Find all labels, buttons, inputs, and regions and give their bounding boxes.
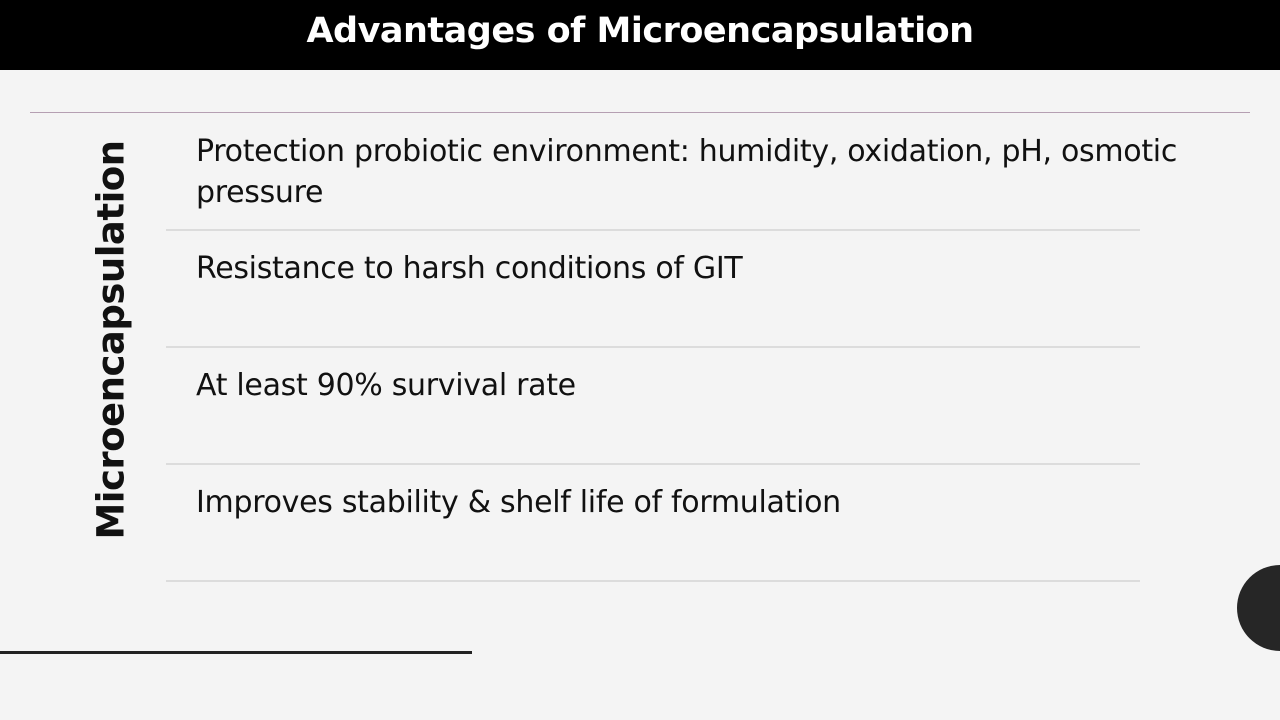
top-divider xyxy=(30,112,1250,113)
list-item-text: Protection probiotic environment: humidi… xyxy=(196,134,1178,210)
bottom-accent-line xyxy=(0,651,472,654)
list-item: Improves stability & shelf life of formu… xyxy=(166,465,1266,582)
item-divider xyxy=(166,580,1140,582)
title-bar: Advantages of Microencapsulation xyxy=(0,0,1280,70)
list-item-text: At least 90% survival rate xyxy=(196,368,576,403)
list-item-text: Improves stability & shelf life of formu… xyxy=(196,485,841,520)
item-divider xyxy=(166,346,1140,348)
list-item: Protection probiotic environment: humidi… xyxy=(166,114,1266,231)
item-divider xyxy=(166,463,1140,465)
list-item-text: Resistance to harsh conditions of GIT xyxy=(196,251,743,286)
item-divider xyxy=(166,229,1140,231)
list-item: At least 90% survival rate xyxy=(166,348,1266,465)
list-item: Resistance to harsh conditions of GIT xyxy=(166,231,1266,348)
slide-title: Advantages of Microencapsulation xyxy=(306,11,974,51)
side-label-container: Microencapsulation xyxy=(61,140,161,539)
advantages-list: Protection probiotic environment: humidi… xyxy=(166,114,1266,582)
side-label: Microencapsulation xyxy=(89,140,133,540)
